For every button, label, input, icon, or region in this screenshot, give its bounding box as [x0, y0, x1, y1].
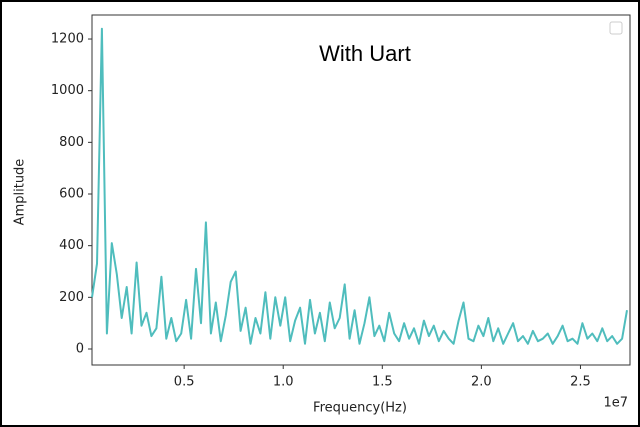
x-offset-label: 1e7 [603, 396, 628, 411]
x-tick-label: 1.5 [372, 375, 393, 390]
x-tick-label: 2.5 [570, 375, 591, 390]
chart-title: With Uart [319, 41, 411, 66]
legend [609, 21, 623, 35]
y-tick-label: 400 [59, 238, 84, 253]
x-tick-label: 0.5 [174, 375, 195, 390]
y-axis-label: Amplitude [13, 159, 28, 226]
data-line [91, 27, 628, 345]
axes-box [91, 14, 631, 366]
y-tick-label: 200 [59, 290, 84, 305]
y-tick-label: 800 [59, 135, 84, 150]
y-tick-label: 1000 [51, 83, 84, 98]
y-tick-label: 1200 [51, 32, 84, 47]
x-tick-label: 1.0 [273, 375, 294, 390]
x-tick-label: 2.0 [471, 375, 492, 390]
x-axis-label: Frequency(Hz) [313, 401, 407, 416]
y-tick-label: 600 [59, 187, 84, 202]
y-tick-label: 0 [76, 341, 84, 356]
